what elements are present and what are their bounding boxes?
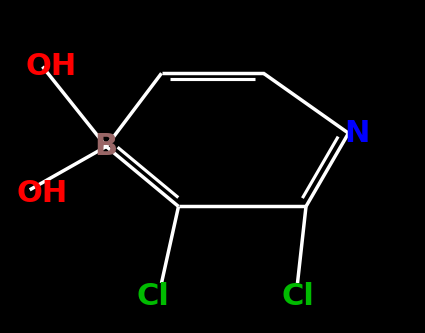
Text: N: N (344, 119, 370, 148)
Text: Cl: Cl (281, 282, 314, 311)
Text: B: B (95, 132, 118, 161)
Text: Cl: Cl (136, 282, 170, 311)
Text: OH: OH (17, 178, 68, 208)
Text: OH: OH (26, 52, 77, 81)
